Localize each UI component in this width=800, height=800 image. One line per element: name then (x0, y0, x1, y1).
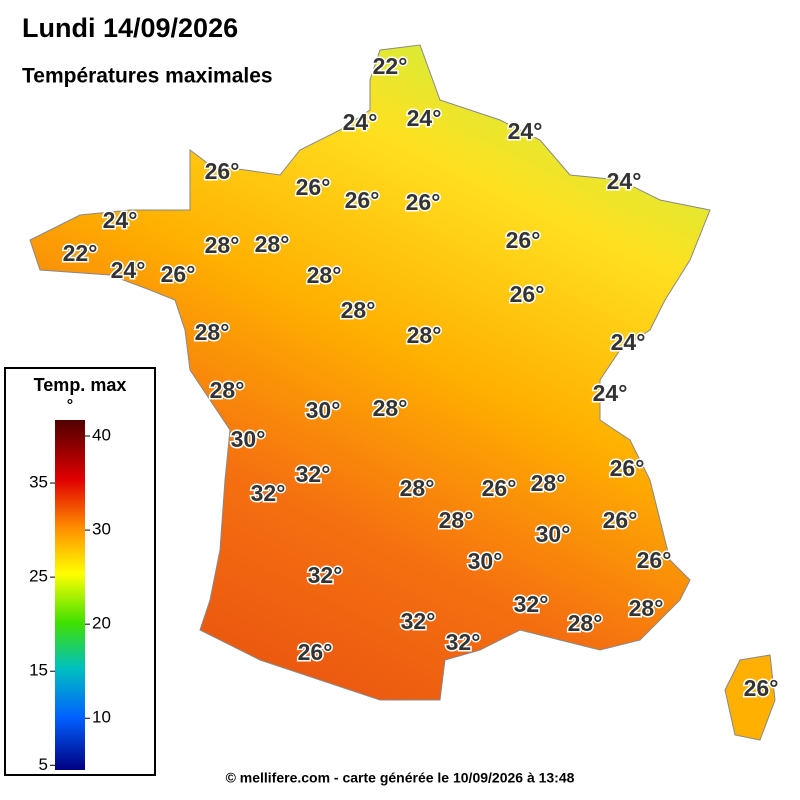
colorbar (55, 420, 85, 770)
title: Lundi 14/09/2026 (22, 13, 238, 43)
temperature-label: 24° (508, 118, 543, 144)
temperature-label: 26° (506, 227, 541, 253)
temperature-label: 30° (536, 521, 571, 547)
temperature-label: 26° (205, 158, 240, 184)
temperature-label: 24° (111, 257, 146, 283)
colorbar-tick-label: 40 (92, 425, 111, 444)
temperature-label: 24° (607, 168, 642, 194)
colorbar-tick-label: 15 (29, 661, 48, 680)
temperature-label: 32° (296, 461, 331, 487)
temperature-label: 32° (446, 629, 481, 655)
temperature-label: 26° (637, 547, 672, 573)
temperature-label: 28° (255, 231, 290, 257)
temperature-label: 26° (296, 174, 331, 200)
temperature-label: 32° (514, 591, 549, 617)
temperature-label: 28° (407, 322, 442, 348)
temperature-label: 26° (510, 281, 545, 307)
temperature-label: 24° (103, 207, 138, 233)
colorbar-tick-label: 30 (92, 520, 111, 539)
temperature-label: 30° (468, 548, 503, 574)
temperature-label: 24° (343, 109, 378, 135)
colorbar-tick-label: 10 (92, 708, 111, 727)
temperature-label: 26° (345, 187, 380, 213)
legend-title: Temp. max (34, 375, 127, 395)
france-shape (29, 44, 711, 701)
temperature-label: 24° (611, 329, 646, 355)
temperature-label: 22° (63, 240, 98, 266)
temperature-label: 28° (531, 470, 566, 496)
corsica-shape (724, 654, 776, 741)
temperature-label: 30° (306, 397, 341, 423)
temperature-label: 30° (231, 426, 266, 452)
subtitle: Températures maximales (22, 65, 273, 88)
temperature-label: 28° (307, 262, 342, 288)
temperature-label: 26° (161, 261, 196, 287)
colorbar-tick-label: 35 (29, 473, 48, 492)
temperature-label: 28° (373, 395, 408, 421)
temperature-label: 28° (568, 610, 603, 636)
temperature-label: 32° (308, 562, 343, 588)
temperature-label: 32° (251, 480, 286, 506)
temperature-label: 28° (205, 232, 240, 258)
legend-unit: ° (67, 397, 73, 414)
colorbar-tick-label: 5 (39, 755, 48, 774)
temperature-label: 26° (482, 475, 517, 501)
temperature-label: 26° (298, 639, 333, 665)
temperature-label: 26° (406, 189, 441, 215)
temperature-label: 26° (603, 507, 638, 533)
temperature-label: 22° (373, 53, 408, 79)
footer: © mellifere.com - carte générée le 10/09… (226, 770, 575, 786)
temperature-label: 32° (401, 608, 436, 634)
temperature-label: 26° (744, 675, 779, 701)
temperature-label: 28° (210, 377, 245, 403)
colorbar-tick-label: 20 (92, 614, 111, 633)
temperature-label: 28° (400, 475, 435, 501)
temperature-label: 24° (407, 105, 442, 131)
temperature-label: 28° (439, 507, 474, 533)
temperature-label: 28° (629, 595, 664, 621)
temperature-label: 28° (341, 297, 376, 323)
temperature-label: 24° (593, 380, 628, 406)
temperature-label: 28° (195, 319, 230, 345)
temperature-label: 26° (610, 455, 645, 481)
colorbar-tick-label: 25 (29, 567, 48, 586)
